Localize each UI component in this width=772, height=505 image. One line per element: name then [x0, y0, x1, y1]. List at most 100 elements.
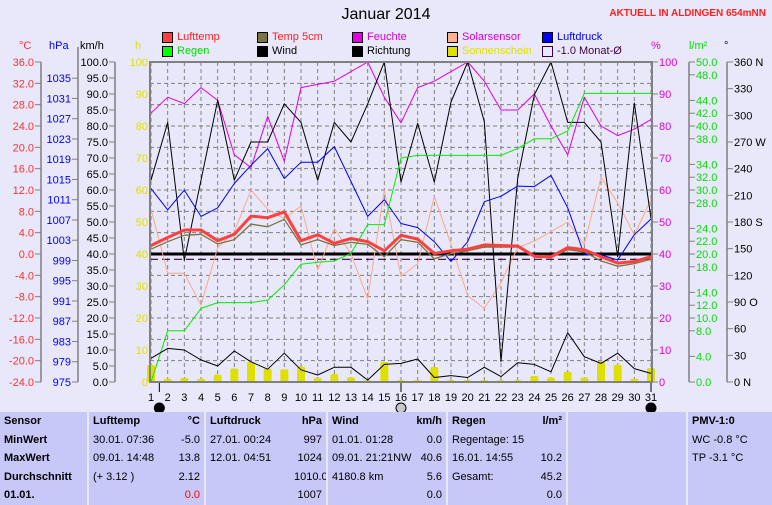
stats-cell: 01.01. — [4, 489, 35, 502]
stats-cell: 09.01. 14:48 — [87, 449, 170, 468]
pct-tick-label: 0 — [659, 377, 665, 389]
x-tick-label: 7 — [248, 392, 254, 404]
kmh-tick-label: 35.0 — [87, 265, 108, 277]
sunshine-bar — [297, 366, 305, 382]
x-tick-label: 9 — [281, 392, 287, 404]
stats-cell: 40.6 — [420, 452, 442, 465]
hpa-tick-label: 995 — [53, 276, 71, 288]
deg-tick-label: 60 — [734, 324, 746, 336]
deg-tick-label: 30 — [734, 350, 746, 362]
h-tick-label: 30 — [136, 281, 148, 293]
rain-tick-label: 8.0 — [696, 326, 711, 338]
x-tick-label: 26 — [562, 392, 574, 404]
stats-cell: km/h — [416, 415, 442, 428]
rain-tick-label: 14.0 — [696, 287, 717, 299]
stats-cell: Luftdruck — [204, 412, 290, 431]
legend-swatch-icon — [162, 31, 173, 43]
hpa-tick-label: 1019 — [47, 154, 71, 166]
kmh-tick-label: 10.0 — [87, 345, 108, 357]
stats-cell: PMV-1:0 — [686, 412, 772, 431]
legend-item: Solarsensor — [447, 31, 521, 43]
stats-header-row: Sensor Lufttemp °C Luftdruck hPa Wind km/h Rege… — [0, 412, 772, 431]
x-tick-label: 28 — [595, 392, 607, 404]
rain-tick-label: 24.0 — [696, 223, 717, 235]
pct-tick-label: 90 — [659, 89, 671, 101]
legend-item: Wind — [257, 45, 297, 57]
kmh-tick-label: 20.0 — [87, 313, 108, 325]
sunshine-bar — [613, 364, 622, 382]
series-lufttemp — [150, 210, 652, 265]
series-wind — [150, 332, 652, 381]
hpa-tick-label: 975 — [53, 377, 71, 389]
x-tick-label: 25 — [545, 392, 557, 404]
temp-tick-label: -20.0 — [9, 356, 34, 368]
temp-tick-label: 0.0 — [19, 249, 34, 261]
h-tick-label: 90 — [136, 89, 148, 101]
deg-tick-label: 0 N — [734, 377, 751, 389]
sunshine-bar — [547, 377, 555, 382]
stats-cell: Regentage: 15 — [446, 430, 532, 449]
sunshine-bar — [330, 374, 339, 382]
deg-tick-label: 240 — [734, 164, 752, 176]
temp-tick-label: -8.0 — [15, 292, 34, 304]
rain-tick-label: 38.0 — [696, 134, 717, 146]
legend-label: Sonnenschein — [462, 45, 532, 57]
stats-cell: TP -3.1 °C — [686, 449, 772, 468]
x-tick-label: 30 — [628, 392, 640, 404]
legend-item: Lufttemp — [162, 31, 220, 43]
stats-row: MaxWert 09.01. 14:48 13.8 12.01. 04:51 1024 0… — [0, 449, 772, 468]
x-tick-label: 18 — [428, 392, 440, 404]
temp-tick-label: 16.0 — [13, 164, 34, 176]
stats-cell — [566, 449, 687, 468]
pct-tick-label: 20 — [659, 313, 671, 325]
hpa-tick-label: 1015 — [47, 174, 71, 186]
temp-tick-label: -24.0 — [9, 377, 34, 389]
sunshine-bar — [213, 374, 222, 382]
rain-tick-label: 10.0 — [696, 313, 717, 325]
series-richtung — [150, 61, 652, 363]
stats-cell — [566, 467, 687, 486]
h-tick-label: 80 — [136, 121, 148, 133]
kmh-tick-label: 30.0 — [87, 281, 108, 293]
deg-tick-label: 210 — [734, 190, 752, 202]
kmh-tick-label: 25.0 — [87, 297, 108, 309]
x-tick-label: 3 — [181, 392, 187, 404]
rain-tick-label: 50.0 — [696, 57, 717, 69]
x-tick-label: 19 — [445, 392, 457, 404]
pct-tick-label: 100 — [659, 57, 677, 69]
deg-tick-label: 90 O — [734, 297, 758, 309]
stats-cell — [446, 486, 532, 505]
stats-row: MinWert 30.01. 07:36 -5.0 27.01. 00:24 997 01… — [0, 430, 772, 449]
series-solarsensor — [150, 176, 652, 309]
h-tick-label: 40 — [136, 249, 148, 261]
stats-cell: 01.01. 01:28 — [326, 430, 412, 449]
rain-tick-label: 12.0 — [696, 300, 717, 312]
legend-label: Richtung — [367, 45, 411, 57]
legend-item: Sonnenschein — [447, 45, 532, 57]
stats-cell: Gesamt: — [446, 467, 532, 486]
kmh-tick-label: 55.0 — [87, 201, 108, 213]
stats-cell — [686, 486, 772, 505]
x-tick-label: 29 — [612, 392, 624, 404]
temp-tick-label: 28.0 — [13, 100, 34, 112]
x-axis: 1 2 3 4 5 6 7 8 9 10 11 12 13 14 15 16 17 18 19 20 21 22 23 24 2… — [148, 382, 657, 414]
deg-tick-label: 300 — [734, 110, 752, 122]
kmh-tick-label: 45.0 — [87, 233, 108, 245]
rain-tick-label: 0.0 — [696, 377, 711, 389]
stats-cell: 0.0 — [426, 489, 442, 502]
legend-swatch-icon — [162, 45, 173, 57]
x-tick-label: 27 — [578, 392, 590, 404]
pct-unit-label: % — [651, 40, 661, 52]
kmh-tick-label: 100.0 — [80, 57, 108, 69]
deg-tick-label: 330 — [734, 84, 752, 96]
series-temp-5cm — [150, 218, 652, 267]
stats-cell — [204, 486, 290, 505]
legend-swatch-icon — [542, 45, 553, 57]
sunshine-bar — [430, 366, 439, 382]
h-unit-label: h — [135, 40, 142, 52]
stats-cell: 2.12 — [178, 470, 200, 483]
stats-cell: 30.01. 07:36 — [87, 430, 170, 449]
temp-tick-label: 36.0 — [13, 57, 34, 69]
current-station-link[interactable]: AKTUELL IN ALDINGEN 654mNN — [609, 8, 766, 19]
h-tick-label: 50 — [136, 217, 148, 229]
